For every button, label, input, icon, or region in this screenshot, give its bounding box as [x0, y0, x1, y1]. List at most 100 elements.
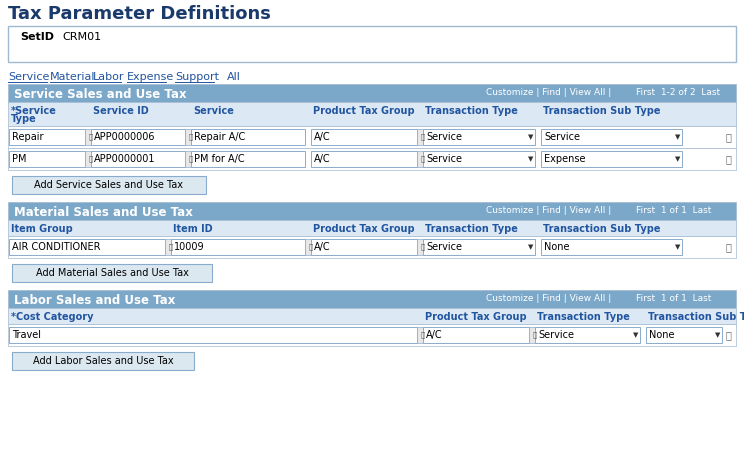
Bar	[8, 102, 736, 126]
Bar	[417, 327, 429, 343]
Text: Transaction Sub Type: Transaction Sub Type	[543, 106, 661, 116]
Bar	[8, 236, 736, 258]
Text: Item ID: Item ID	[173, 224, 213, 234]
Text: PM for A/C: PM for A/C	[194, 154, 245, 164]
Text: CRM01: CRM01	[62, 32, 101, 42]
Text: Labor: Labor	[93, 72, 124, 82]
Bar	[8, 26, 736, 62]
Bar	[185, 151, 197, 167]
Bar	[423, 327, 529, 343]
Bar	[423, 129, 535, 145]
Bar	[8, 84, 736, 102]
Text: A/C: A/C	[314, 154, 330, 164]
Bar	[311, 151, 417, 167]
Text: 🗑: 🗑	[725, 330, 731, 340]
Text: First  1 of 1  Last: First 1 of 1 Last	[636, 206, 711, 215]
Text: ▼: ▼	[528, 134, 533, 140]
Bar	[423, 151, 535, 167]
Text: Service Sales and Use Tax: Service Sales and Use Tax	[14, 88, 187, 101]
Text: 🔍: 🔍	[421, 134, 425, 140]
Text: 🗑: 🗑	[725, 132, 731, 142]
Text: 🔍: 🔍	[89, 156, 93, 162]
Bar	[417, 129, 429, 145]
Text: None: None	[544, 242, 569, 252]
Bar	[12, 264, 212, 282]
Text: ▼: ▼	[676, 134, 681, 140]
Bar	[541, 129, 682, 145]
Text: 🔍: 🔍	[421, 332, 425, 338]
Text: Tax Parameter Definitions: Tax Parameter Definitions	[8, 5, 271, 23]
Text: Repair: Repair	[12, 132, 43, 142]
Text: ▼: ▼	[528, 156, 533, 162]
Text: A/C: A/C	[314, 242, 330, 252]
Bar	[9, 327, 417, 343]
Text: First  1 of 1  Last: First 1 of 1 Last	[636, 294, 711, 303]
Bar	[8, 220, 736, 236]
Text: APP0000006: APP0000006	[94, 132, 155, 142]
Bar	[9, 151, 85, 167]
Text: 🔍: 🔍	[169, 244, 173, 250]
Bar	[91, 129, 185, 145]
Bar	[91, 151, 185, 167]
Text: Repair A/C: Repair A/C	[194, 132, 246, 142]
Text: Service: Service	[426, 242, 462, 252]
Text: Customize | Find | View All |: Customize | Find | View All |	[486, 206, 612, 215]
Text: ▼: ▼	[676, 244, 681, 250]
Text: Service: Service	[544, 132, 580, 142]
Bar	[9, 239, 165, 255]
Bar	[541, 151, 682, 167]
Bar	[417, 151, 429, 167]
Text: Transaction Sub Type: Transaction Sub Type	[648, 312, 744, 322]
Text: Service: Service	[193, 106, 234, 116]
Text: Service: Service	[426, 154, 462, 164]
Text: 🔍: 🔍	[89, 134, 93, 140]
Text: 🔍: 🔍	[309, 244, 313, 250]
Text: Material Sales and Use Tax: Material Sales and Use Tax	[14, 206, 193, 219]
Bar	[12, 352, 194, 370]
Bar	[8, 202, 736, 220]
Text: Support: Support	[175, 72, 219, 82]
Text: *Service: *Service	[11, 106, 57, 116]
Text: ▼: ▼	[715, 332, 721, 338]
Bar	[529, 327, 541, 343]
Text: A/C: A/C	[314, 132, 330, 142]
Bar	[8, 126, 736, 148]
Bar	[191, 129, 305, 145]
Text: Customize | Find | View All |: Customize | Find | View All |	[486, 88, 612, 97]
Text: 🔍: 🔍	[421, 156, 425, 162]
Bar	[646, 327, 722, 343]
Text: A/C: A/C	[426, 330, 443, 340]
Bar	[305, 239, 317, 255]
Text: Transaction Type: Transaction Type	[425, 106, 518, 116]
Bar	[12, 176, 206, 194]
Bar	[535, 327, 640, 343]
Text: Add Labor Sales and Use Tax: Add Labor Sales and Use Tax	[33, 356, 173, 366]
Text: Transaction Type: Transaction Type	[537, 312, 630, 322]
Text: ▼: ▼	[676, 156, 681, 162]
Text: Type: Type	[11, 114, 36, 124]
Bar	[417, 239, 429, 255]
Bar	[185, 129, 197, 145]
Bar	[311, 239, 417, 255]
Bar	[85, 151, 97, 167]
Text: 🗑: 🗑	[725, 242, 731, 252]
Text: Add Service Sales and Use Tax: Add Service Sales and Use Tax	[34, 180, 184, 190]
Text: *Cost Category: *Cost Category	[11, 312, 94, 322]
Text: AIR CONDITIONER: AIR CONDITIONER	[12, 242, 100, 252]
Text: 🔍: 🔍	[421, 244, 425, 250]
Text: Product Tax Group: Product Tax Group	[313, 224, 414, 234]
Bar	[171, 239, 305, 255]
Text: Customize | Find | View All |: Customize | Find | View All |	[486, 294, 612, 303]
Text: Transaction Type: Transaction Type	[425, 224, 518, 234]
Text: ▼: ▼	[633, 332, 638, 338]
Bar	[9, 129, 85, 145]
Text: ▼: ▼	[528, 244, 533, 250]
Text: APP0000001: APP0000001	[94, 154, 155, 164]
Bar	[8, 308, 736, 324]
Text: 🗑: 🗑	[725, 154, 731, 164]
Text: 🔍: 🔍	[533, 332, 537, 338]
Bar	[8, 290, 736, 308]
Text: SetID: SetID	[20, 32, 54, 42]
Text: Travel: Travel	[12, 330, 41, 340]
Text: Product Tax Group: Product Tax Group	[425, 312, 527, 322]
